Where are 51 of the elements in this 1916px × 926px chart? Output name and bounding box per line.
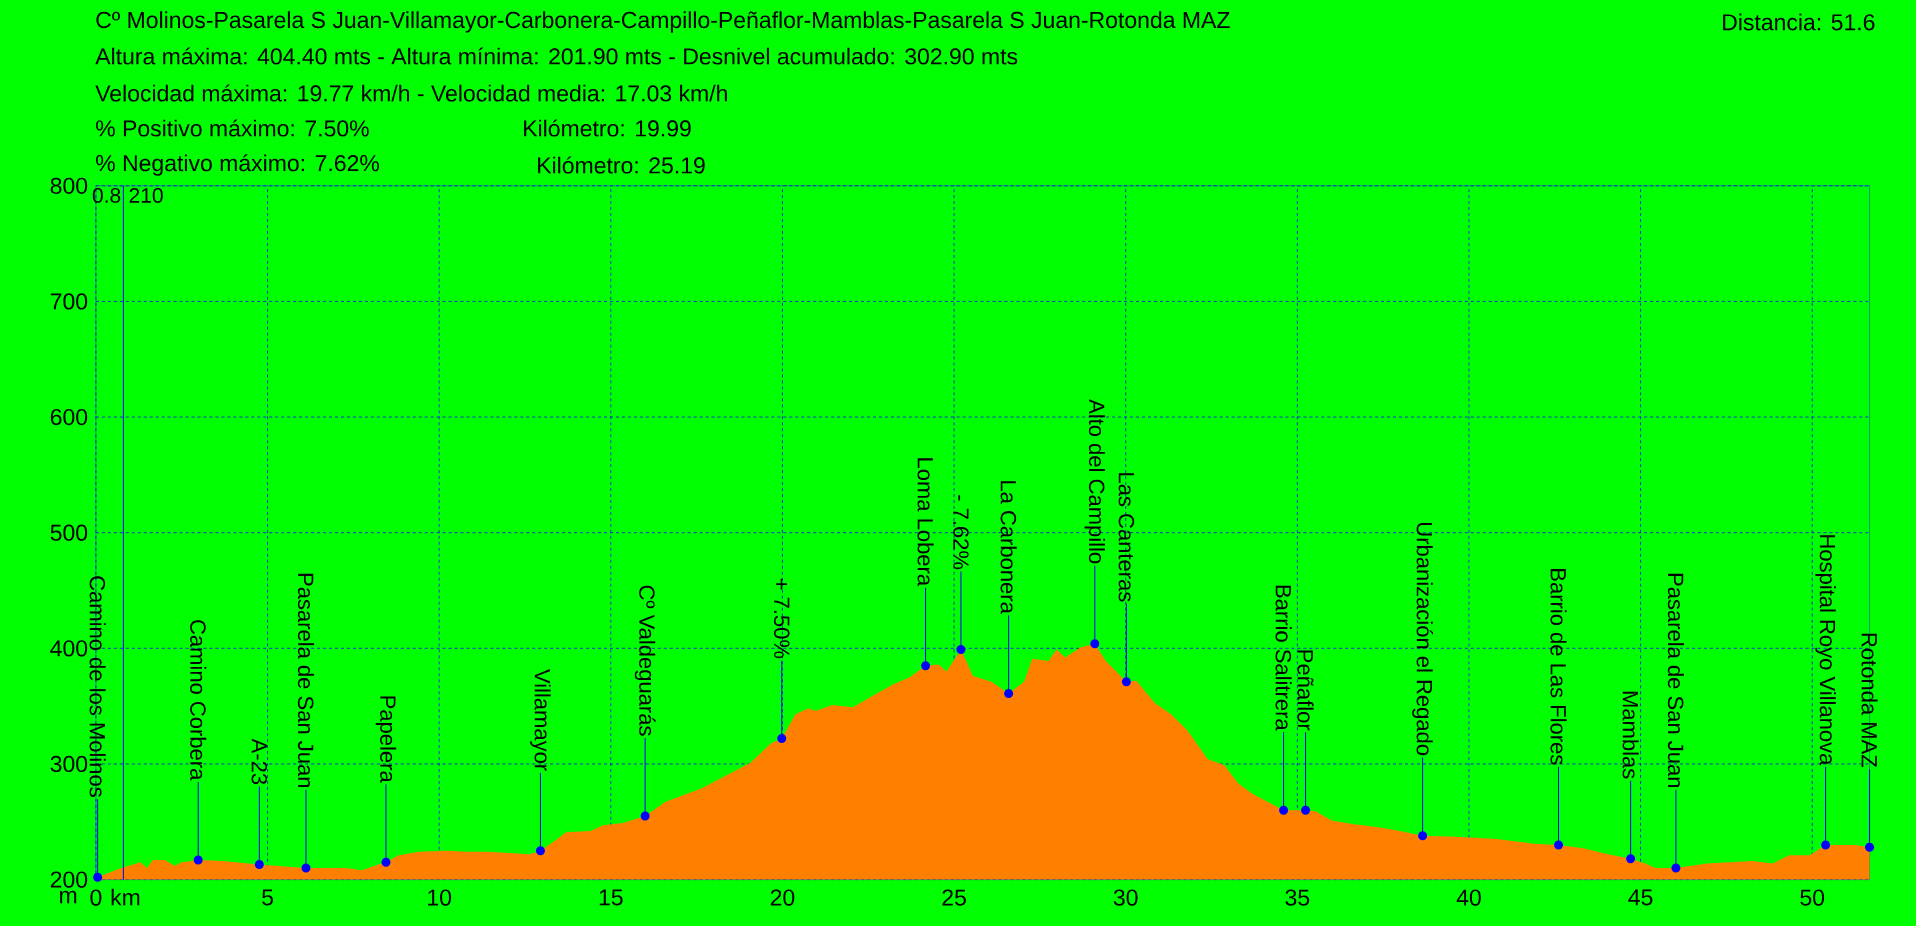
annotation: Camino Corbera — [190, 620, 207, 781]
text: Distancia: 51.6 — [1723, 13, 1875, 31]
annotation: Mamblas — [1622, 691, 1639, 779]
y-tick-label: 700 — [50, 293, 88, 310]
text: % Negativo máximo: 7.62% — [96, 154, 379, 176]
x-tick-label: 5 — [262, 889, 273, 906]
annotation: Cº Valdeguarás — [634, 585, 656, 736]
annotation: Hospital Royo Villanova — [1815, 535, 1836, 766]
x-tick-label: 25 — [942, 889, 966, 906]
x-tick-label: 35 — [1285, 889, 1310, 906]
x-tick-label: 0 — [90, 889, 102, 906]
x-axis-title: km — [111, 888, 140, 906]
annotation: A-23 — [251, 738, 268, 785]
annotation: Urbanización el Regado — [1412, 523, 1433, 756]
x-tick-label: 20 — [770, 889, 795, 906]
x-tick-label: 50 — [1800, 889, 1825, 906]
y-tick-label: 400 — [50, 640, 88, 657]
x-tick-label: 40 — [1456, 889, 1481, 906]
y-tick-label: 300 — [50, 755, 88, 773]
annotation: Barrio Salitrera — [1275, 585, 1292, 731]
y-tick-label: 200 — [50, 871, 88, 888]
annotation: 210 — [129, 187, 163, 203]
y-tick-label: 800 — [50, 177, 88, 194]
annotation: La Carbonera — [1000, 481, 1017, 614]
annotation: Las Canteras — [1118, 473, 1135, 602]
y-tick-label: 500 — [50, 524, 88, 541]
x-tick-label: 45 — [1628, 889, 1653, 906]
annotation: - 7.62% — [953, 495, 969, 570]
text: Kilómetro: 25.19 — [538, 156, 705, 174]
x-tick-label: 30 — [1113, 889, 1138, 906]
annotation: + 7.50% — [773, 578, 790, 659]
y-axis-title: m — [60, 890, 77, 904]
text: Velocidad máxima: 19.77 km/h - Velocidad media: 17.03 km/h — [95, 84, 727, 102]
chart-title: Cº Molinos-Pasarela S Juan-Villamayor-Carbonera-Campillo-Peñaflor-Mamblas-Pasarela S Juan-Rotonda MAZ — [96, 11, 1230, 33]
y-tick-label: 600 — [50, 408, 88, 426]
x-tick-label: 15 — [599, 889, 623, 906]
text: Altura máxima: 404.40 mts - Altura mínima: 201.90 mts - Desnivel acumulado: 302.90 mts — [95, 47, 1018, 65]
annotation: Barrio de Las Flores — [1550, 569, 1567, 765]
annotation: Villamayor — [530, 668, 551, 771]
annotation: Camino de los Molinos — [89, 576, 106, 797]
ref-line-label: 0.8 — [92, 187, 121, 203]
annotation: Peñaflor — [1297, 650, 1314, 731]
annotation: Pasarela de San Juan — [1667, 573, 1685, 788]
annotation: Pasarela de San Juan — [297, 573, 315, 788]
annotation: Papelera — [375, 696, 397, 783]
annotation: Alto del Campillo — [1084, 399, 1106, 564]
text: % Positivo máximo: 7.50% — [96, 119, 369, 137]
annotation: Loma Lobera — [917, 458, 934, 587]
annotation: Rotonda MAZ — [1861, 633, 1878, 767]
text: Kilómetro: 19.99 — [524, 119, 691, 137]
x-tick-label: 10 — [428, 889, 452, 906]
